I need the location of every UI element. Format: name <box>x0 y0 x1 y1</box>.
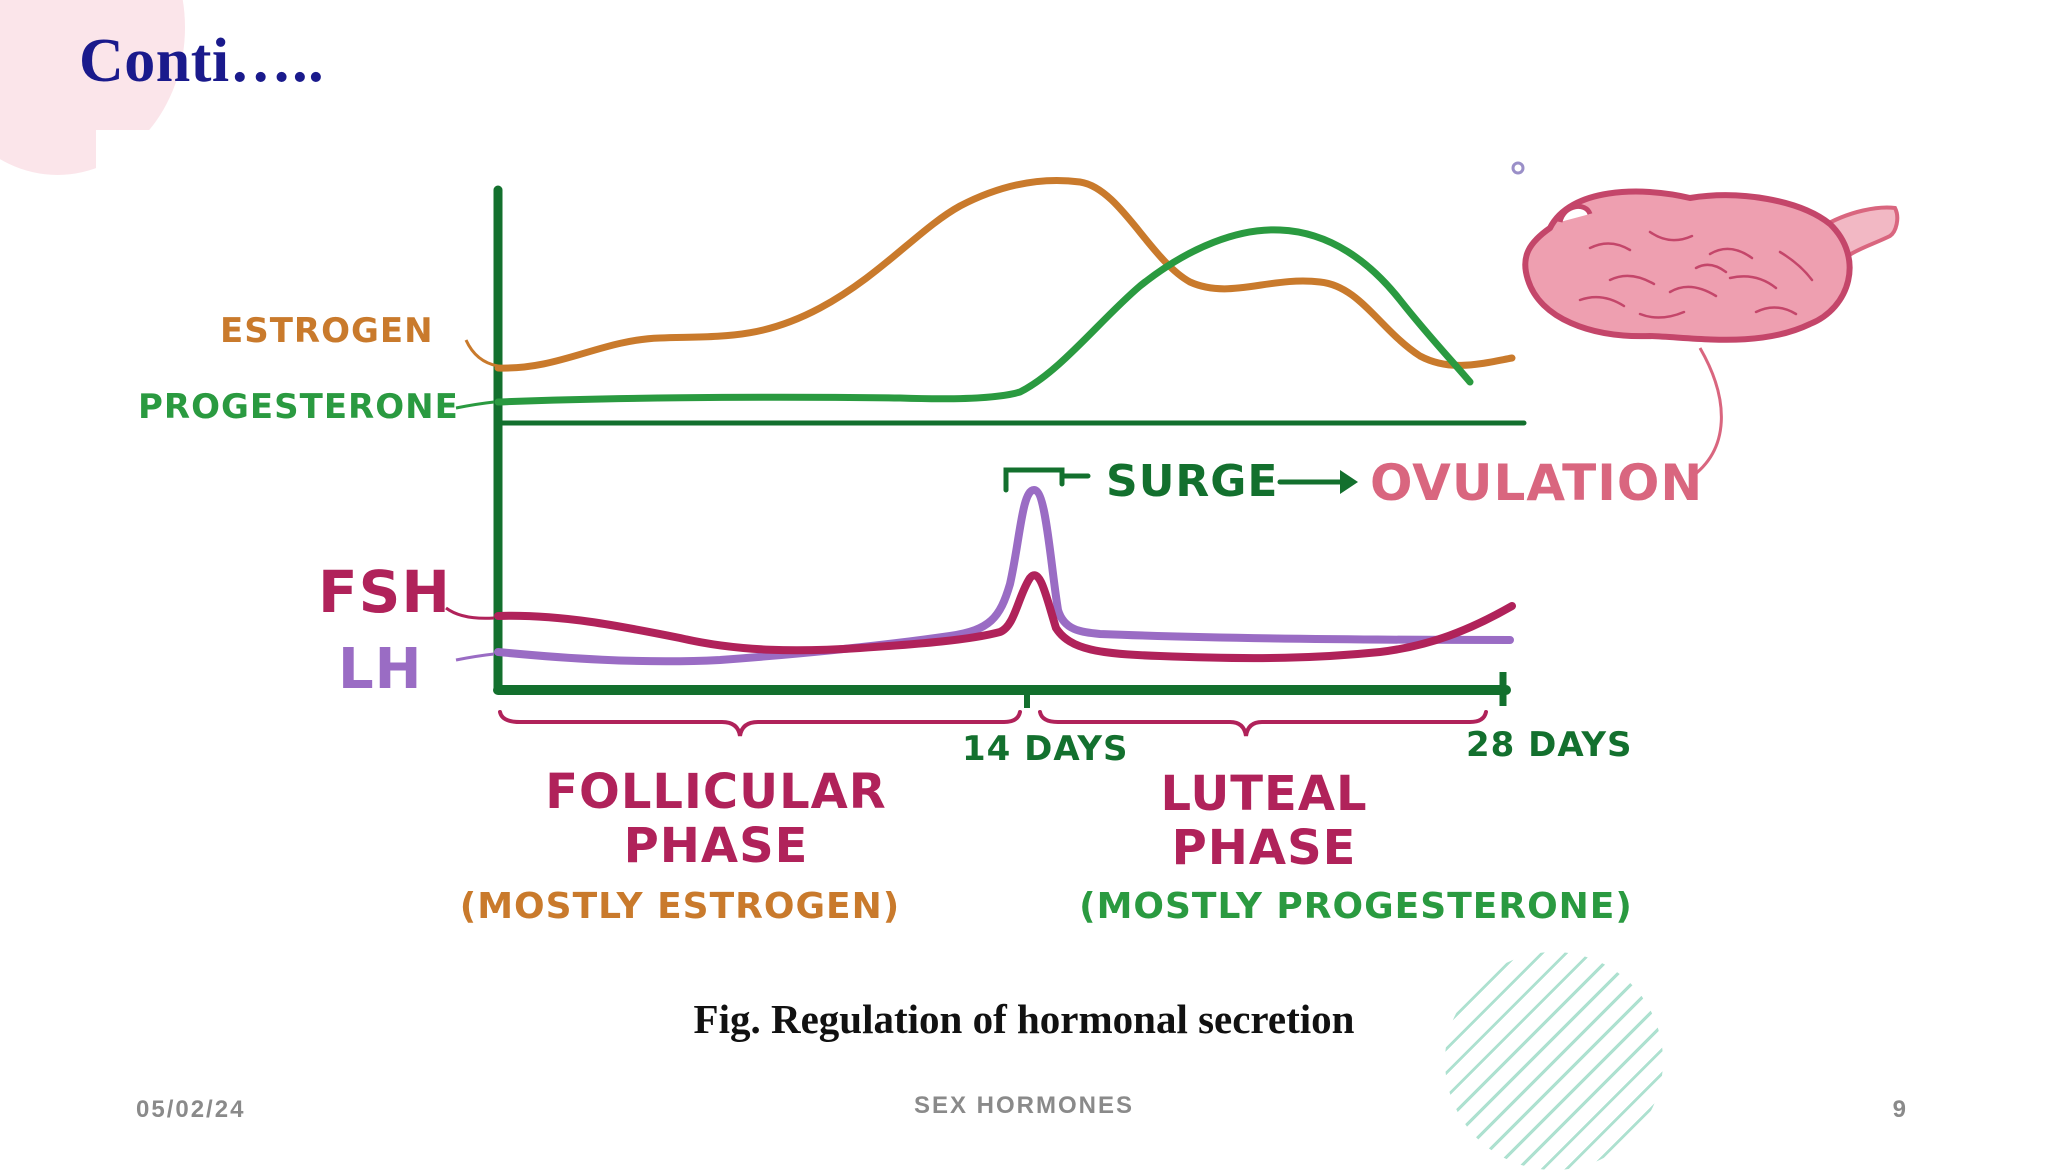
ovary-body <box>1522 188 1853 343</box>
figure-caption: Fig. Regulation of hormonal secretion <box>693 996 1355 1042</box>
surge-bracket <box>1003 467 1091 493</box>
follicular-phase-label-2: PHASE <box>624 818 809 874</box>
luteal-brace <box>1038 710 1488 737</box>
fsh-curve <box>494 571 1516 663</box>
ovary-illustration <box>1511 161 1900 343</box>
progesterone-leader <box>455 400 495 410</box>
lh-leader <box>455 652 495 662</box>
corner-decoration-mask <box>96 130 206 190</box>
slide-title: Conti….. <box>79 27 325 95</box>
lh-label: LH <box>338 637 423 702</box>
estrogen-leader <box>464 339 499 368</box>
released-egg <box>1511 161 1525 175</box>
ovulation-label: OVULATION <box>1370 454 1703 512</box>
ovulation-leader <box>1689 347 1723 480</box>
estrogen-curve <box>494 176 1516 372</box>
luteal-phase-label-2: PHASE <box>1172 820 1357 876</box>
surge-label: SURGE <box>1106 456 1278 507</box>
follicular-phase-label: FOLLICULAR <box>545 764 887 820</box>
ovary-follicle <box>1557 204 1593 223</box>
lh-curve <box>494 485 1514 666</box>
footer-date: 05/02/24 <box>136 1096 246 1123</box>
ovary-texture <box>1578 230 1814 319</box>
day14-label: 14 DAYS <box>962 729 1129 769</box>
footer-page-number: 9 <box>1892 1096 1908 1123</box>
follicular-brace <box>498 710 1022 737</box>
follicular-note: (MOSTLY ESTROGEN) <box>460 886 900 927</box>
estrogen-label: ESTROGEN <box>220 311 434 351</box>
progesterone-curve <box>494 226 1474 406</box>
fsh-leader <box>445 606 495 620</box>
fsh-label: FSH <box>318 558 451 626</box>
luteal-phase-label: LUTEAL <box>1160 766 1367 822</box>
footer-title: SEX HORMONES <box>913 1092 1135 1119</box>
progesterone-label: PROGESTERONE <box>138 387 459 427</box>
day28-label: 28 DAYS <box>1466 725 1633 765</box>
surge-arrow-head <box>1340 470 1358 494</box>
luteal-note: (MOSTLY PROGESTERONE) <box>1079 886 1633 927</box>
striped-circle-decoration <box>1445 952 1663 1170</box>
